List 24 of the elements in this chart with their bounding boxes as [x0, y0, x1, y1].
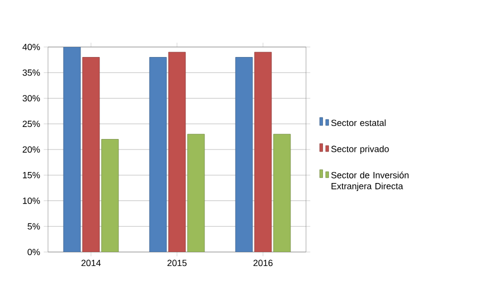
x-tick-label: 2015: [167, 260, 187, 266]
x-tick-label: 2016: [253, 260, 273, 266]
bar: [63, 47, 81, 252]
y-tick-label: 30%: [22, 95, 40, 102]
legend-label: Sector de Inversión Extranjera Directa: [331, 172, 409, 192]
y-tick-label: 35%: [22, 69, 40, 76]
bar: [168, 52, 186, 252]
bar: [149, 57, 167, 252]
y-tick-label: 15%: [22, 172, 40, 178]
bar: [273, 134, 291, 252]
y-tick-label: 20%: [22, 146, 40, 153]
legend-label: Sector estatal: [331, 119, 386, 126]
bar: [254, 52, 272, 252]
bar: [235, 57, 253, 252]
bar: [101, 139, 119, 252]
legend-label: Sector privado: [331, 146, 389, 154]
y-tick-label: 25%: [22, 120, 40, 128]
bar: [187, 134, 205, 252]
bar: [82, 57, 100, 252]
y-tick-label: 40%: [22, 44, 40, 50]
y-tick-label: 10%: [22, 198, 40, 204]
x-tick-label: 2014: [81, 260, 101, 266]
y-tick-label: 5%: [28, 223, 40, 230]
y-tick-label: 0%: [28, 248, 40, 256]
